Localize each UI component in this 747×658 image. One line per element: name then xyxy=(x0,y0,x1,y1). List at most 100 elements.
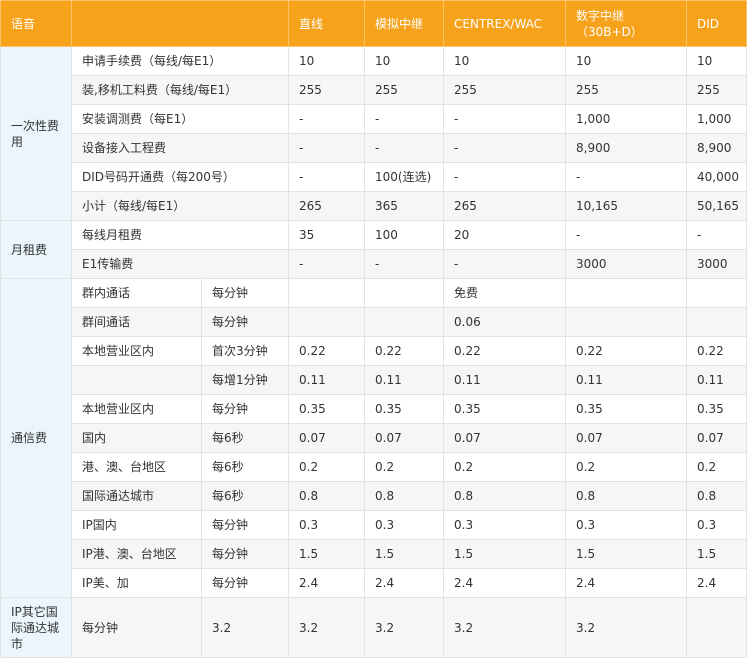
header-cell: 数字中继 （30B+D） xyxy=(565,0,687,47)
item-cell: 安装调测费（每E1） xyxy=(71,104,289,134)
value-cell: 0.3 xyxy=(686,510,747,540)
item-cell: IP港、澳、台地区 xyxy=(71,539,202,569)
value-cell: 3.2 xyxy=(364,597,444,658)
header-cell: 模拟中继 xyxy=(364,0,444,47)
item-cell: IP国内 xyxy=(71,510,202,540)
header-row: 语音 直线 模拟中继 CENTREX/WAC 数字中继 （30B+D） DID xyxy=(0,0,747,47)
value-cell: 1.5 xyxy=(288,539,365,569)
item-cell: 每分钟 xyxy=(71,597,202,658)
value-cell: 255 xyxy=(565,75,687,105)
value-cell xyxy=(288,307,365,337)
table-row: 装,移机工料费（每线/每E1） 255 255 255 255 255 xyxy=(1,75,747,105)
category-cell: 月租费 xyxy=(0,220,72,279)
table-row: 一次性费用 申请手续费（每线/每E1） 10 10 10 10 10 xyxy=(0,46,747,221)
value-cell: 8,900 xyxy=(686,133,747,163)
value-cell: 3000 xyxy=(686,249,747,279)
item-cell: DID号码开通费（每200号） xyxy=(71,162,289,192)
table-row: DID号码开通费（每200号） -100(连选) - -40,000 xyxy=(1,162,747,192)
value-cell: 0.3 xyxy=(443,510,566,540)
value-cell: 2.4 xyxy=(288,568,365,598)
header-corner: 语音 xyxy=(0,0,72,47)
table-row: 安装调测费（每E1） - - -1,000 1,000 xyxy=(1,104,747,134)
value-cell xyxy=(686,307,747,337)
value-cell: 40,000 xyxy=(686,162,747,192)
value-cell xyxy=(565,307,687,337)
value-cell: 0.22 xyxy=(443,336,566,366)
value-cell: 0.2 xyxy=(565,452,687,482)
table-row: 通信费 群内通话 每分钟 免费 xyxy=(0,278,747,598)
value-cell: 50,165 xyxy=(686,191,747,221)
value-cell: 255 xyxy=(364,75,444,105)
table-row: IP美、加 每分钟 2.4 2.4 2.4 2.4 2.4 xyxy=(1,568,747,598)
value-cell: - xyxy=(443,162,566,192)
value-cell: 0.07 xyxy=(288,423,365,453)
table-row: 群间通话 每分钟 0.06 xyxy=(1,307,747,337)
value-cell: 20 xyxy=(443,220,566,250)
item-cell: 装,移机工料费（每线/每E1） xyxy=(71,75,289,105)
value-cell: 0.07 xyxy=(686,423,747,453)
value-cell: 3.2 xyxy=(443,597,566,658)
value-cell: - xyxy=(443,133,566,163)
table-row: 月租费 每线月租费 35 100 20- - xyxy=(0,220,747,279)
category-cell: 通信费 xyxy=(0,278,72,598)
value-cell: 0.11 xyxy=(364,365,444,395)
item-cell: 每线月租费 xyxy=(71,220,289,250)
value-cell: - xyxy=(565,220,687,250)
value-cell: 2.4 xyxy=(686,568,747,598)
header-cell: DID xyxy=(686,0,747,47)
value-cell: 8,900 xyxy=(565,133,687,163)
value-cell: 0.07 xyxy=(443,423,566,453)
value-cell: 0.11 xyxy=(686,365,747,395)
item-cell: IP美、加 xyxy=(71,568,202,598)
value-cell: 0.07 xyxy=(565,423,687,453)
category-cell: 一次性费用 xyxy=(0,46,72,221)
header-cell: CENTREX/WAC xyxy=(443,0,566,47)
item-cell: E1传输费 xyxy=(71,249,289,279)
value-cell: 0.11 xyxy=(443,365,566,395)
value-cell: 0.35 xyxy=(565,394,687,424)
value-cell: 1.5 xyxy=(364,539,444,569)
value-cell: 0.35 xyxy=(443,394,566,424)
value-cell: 0.8 xyxy=(288,481,365,511)
value-cell: - xyxy=(288,104,365,134)
value-cell: 2.4 xyxy=(565,568,687,598)
value-cell: - xyxy=(443,249,566,279)
item-cell xyxy=(71,365,202,395)
value-cell: 265 xyxy=(443,191,566,221)
value-cell: 0.35 xyxy=(288,394,365,424)
value-cell: 0.3 xyxy=(288,510,365,540)
value-cell: 2.4 xyxy=(364,568,444,598)
value-cell: 每分钟 xyxy=(201,568,289,598)
value-cell: 每分钟 xyxy=(201,278,289,308)
value-cell: 3000 xyxy=(565,249,687,279)
value-cell: 10 xyxy=(565,46,687,76)
item-cell: 本地营业区内 xyxy=(71,336,202,366)
value-cell: 1,000 xyxy=(686,104,747,134)
value-cell: 0.06 xyxy=(443,307,566,337)
value-cell: 每6秒 xyxy=(201,452,289,482)
value-cell: - xyxy=(686,220,747,250)
value-cell: 0.22 xyxy=(288,336,365,366)
value-cell: 首次3分钟 xyxy=(201,336,289,366)
value-cell: 3.2 xyxy=(565,597,687,658)
value-cell: 0.2 xyxy=(443,452,566,482)
value-cell: 0.3 xyxy=(565,510,687,540)
value-cell: 365 xyxy=(364,191,444,221)
value-cell: 10 xyxy=(288,46,365,76)
value-cell: 1,000 xyxy=(565,104,687,134)
item-cell: 国内 xyxy=(71,423,202,453)
value-cell: - xyxy=(364,104,444,134)
table-row: 国内 每6秒 0.07 0.07 0.07 0.07 0.07 xyxy=(1,423,747,453)
item-cell: 港、澳、台地区 xyxy=(71,452,202,482)
table-row: IP其它国际通达城市 每分钟 3.2 3.2 3.2 3.2 3.2 xyxy=(0,597,747,658)
value-cell: 每分钟 xyxy=(201,510,289,540)
table-row: IP港、澳、台地区 每分钟 1.5 1.5 1.5 1.5 1.5 xyxy=(1,539,747,569)
value-cell: 255 xyxy=(443,75,566,105)
value-cell: 0.07 xyxy=(364,423,444,453)
table-row: 小计（每线/每E1） 265 365 265 10,165 50,165 xyxy=(1,191,747,221)
value-cell: 0.8 xyxy=(364,481,444,511)
table-row: 设备接入工程费 - - -8,900 8,900 xyxy=(1,133,747,163)
item-cell: 国际通达城市 xyxy=(71,481,202,511)
item-cell: 群内通话 xyxy=(71,278,202,308)
